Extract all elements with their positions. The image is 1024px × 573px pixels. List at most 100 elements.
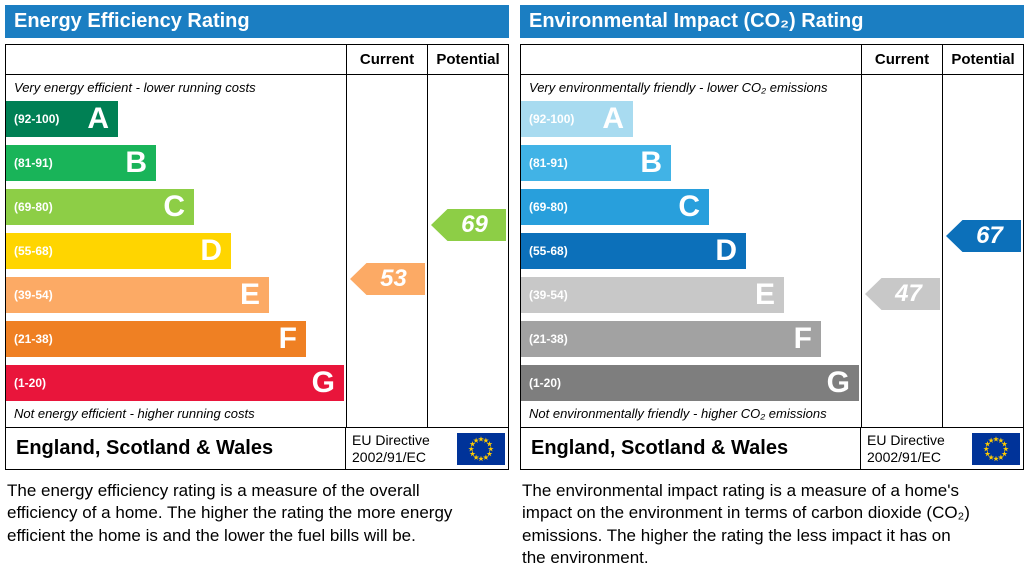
- eu-flag-icon: [972, 432, 1020, 465]
- band-bar-f: (21-38) F: [6, 321, 306, 357]
- band-bar-b: (81-91) B: [6, 145, 156, 181]
- environmental-rating-table: Current Potential Very environmentally f…: [520, 44, 1024, 470]
- band-row-b: (81-91) B: [6, 145, 346, 181]
- band-bar-e: (39-54) E: [6, 277, 269, 313]
- band-bar-b: (81-91) B: [521, 145, 671, 181]
- directive-line1: EU Directive: [352, 431, 430, 448]
- band-bar-f: (21-38) F: [521, 321, 821, 357]
- band-row-f: (21-38) F: [6, 321, 346, 357]
- environmental-description: The environmental impact rating is a mea…: [522, 481, 970, 568]
- band-bar-d: (55-68) D: [521, 233, 746, 269]
- energy-efficiency-panel: Energy Efficiency Rating Current Potenti…: [5, 5, 509, 570]
- bands-chart: Very environmentally friendly - lower CO…: [521, 75, 861, 427]
- band-bar-d: (55-68) D: [6, 233, 231, 269]
- eu-directive-cell: EU Directive 2002/91/EC: [860, 428, 1023, 469]
- band-row-c: (69-80) C: [521, 189, 861, 225]
- region-label: England, Scotland & Wales: [16, 437, 274, 459]
- table-footer: England, Scotland & Wales EU Directive 2…: [6, 427, 508, 469]
- band-letter: G: [826, 366, 850, 399]
- header-spacer: [6, 45, 346, 74]
- environmental-panel-title: Environmental Impact (CO₂) Rating: [520, 5, 1024, 38]
- band-range-label: (55-68): [529, 244, 568, 258]
- eu-flag-icon: [457, 432, 505, 465]
- current-column-header: Current: [346, 45, 427, 74]
- energy-panel-title: Energy Efficiency Rating: [5, 5, 509, 38]
- band-bar-a: (92-100) A: [6, 101, 118, 137]
- potential-rating-arrow: 67: [946, 220, 1021, 252]
- header-spacer: [521, 45, 861, 74]
- potential-column-header: Potential: [942, 45, 1023, 74]
- band-letter: F: [793, 322, 812, 355]
- band-list: (92-100) A (81-91) B (69-80) C (55-68) D (39-54)…: [521, 101, 861, 401]
- energy-rating-table: Current Potential Very energy efficient …: [5, 44, 509, 470]
- band-letter: D: [200, 234, 222, 267]
- band-letter: E: [754, 278, 775, 311]
- potential-column-header: Potential: [427, 45, 508, 74]
- bottom-note: Not energy efficient - higher running co…: [14, 406, 255, 421]
- band-bar-g: (1-20) G: [521, 365, 859, 401]
- band-range-label: (1-20): [529, 376, 562, 390]
- band-row-g: (1-20) G: [521, 365, 861, 401]
- eu-directive-cell: EU Directive 2002/91/EC: [345, 428, 508, 469]
- table-header-row: Current Potential: [521, 45, 1023, 75]
- table-body: Very energy efficient - lower running co…: [6, 75, 508, 427]
- region-label: England, Scotland & Wales: [531, 437, 789, 459]
- band-row-e: (39-54) E: [6, 277, 346, 313]
- band-range-label: (21-38): [14, 332, 53, 346]
- table-footer: England, Scotland & Wales EU Directive 2…: [521, 427, 1023, 469]
- eu-directive-text: EU Directive 2002/91/EC: [867, 432, 967, 465]
- current-rating-arrow: 53: [350, 263, 425, 295]
- band-list: (92-100) A (81-91) B (69-80) C (55-68) D (39-54)…: [6, 101, 346, 401]
- band-row-f: (21-38) F: [521, 321, 861, 357]
- band-range-label: (55-68): [14, 244, 53, 258]
- band-range-label: (39-54): [14, 288, 53, 302]
- band-bar-c: (69-80) C: [6, 189, 194, 225]
- band-range-label: (92-100): [529, 112, 575, 126]
- band-range-label: (21-38): [529, 332, 568, 346]
- directive-line1: EU Directive: [867, 431, 945, 448]
- band-letter: F: [278, 322, 297, 355]
- potential-rating-arrow: 69: [431, 209, 506, 241]
- band-range-label: (39-54): [529, 288, 568, 302]
- current-column-header: Current: [861, 45, 942, 74]
- band-row-e: (39-54) E: [521, 277, 861, 313]
- potential-value-column: 69: [427, 75, 508, 427]
- band-letter: C: [163, 190, 185, 223]
- band-letter: A: [602, 102, 624, 135]
- directive-line2: 2002/91/EC: [352, 448, 426, 465]
- band-letter: G: [311, 366, 335, 399]
- band-letter: A: [87, 102, 109, 135]
- table-body: Very environmentally friendly - lower CO…: [521, 75, 1023, 427]
- band-letter: B: [125, 146, 147, 179]
- band-bar-a: (92-100) A: [521, 101, 633, 137]
- current-value-column: 53: [346, 75, 427, 427]
- directive-line2: 2002/91/EC: [867, 448, 941, 465]
- band-bar-g: (1-20) G: [6, 365, 344, 401]
- band-letter: C: [678, 190, 700, 223]
- band-letter: E: [239, 278, 260, 311]
- top-note: Very environmentally friendly - lower CO…: [529, 80, 828, 95]
- bottom-note: Not environmentally friendly - higher CO…: [529, 406, 827, 421]
- energy-description: The energy efficiency rating is a measur…: [7, 481, 453, 545]
- band-row-g: (1-20) G: [6, 365, 346, 401]
- band-letter: D: [715, 234, 737, 267]
- band-range-label: (81-91): [529, 156, 568, 170]
- band-range-label: (69-80): [14, 200, 53, 214]
- band-range-label: (69-80): [529, 200, 568, 214]
- current-value-column: 47: [861, 75, 942, 427]
- eu-directive-text: EU Directive 2002/91/EC: [352, 432, 452, 465]
- band-row-b: (81-91) B: [521, 145, 861, 181]
- band-row-d: (55-68) D: [6, 233, 346, 269]
- band-range-label: (92-100): [14, 112, 60, 126]
- band-letter: B: [640, 146, 662, 179]
- table-header-row: Current Potential: [6, 45, 508, 75]
- band-row-a: (92-100) A: [6, 101, 346, 137]
- band-row-d: (55-68) D: [521, 233, 861, 269]
- band-row-c: (69-80) C: [6, 189, 346, 225]
- band-row-a: (92-100) A: [521, 101, 861, 137]
- band-range-label: (81-91): [14, 156, 53, 170]
- current-rating-arrow: 47: [865, 278, 940, 310]
- band-range-label: (1-20): [14, 376, 47, 390]
- potential-value-column: 67: [942, 75, 1023, 427]
